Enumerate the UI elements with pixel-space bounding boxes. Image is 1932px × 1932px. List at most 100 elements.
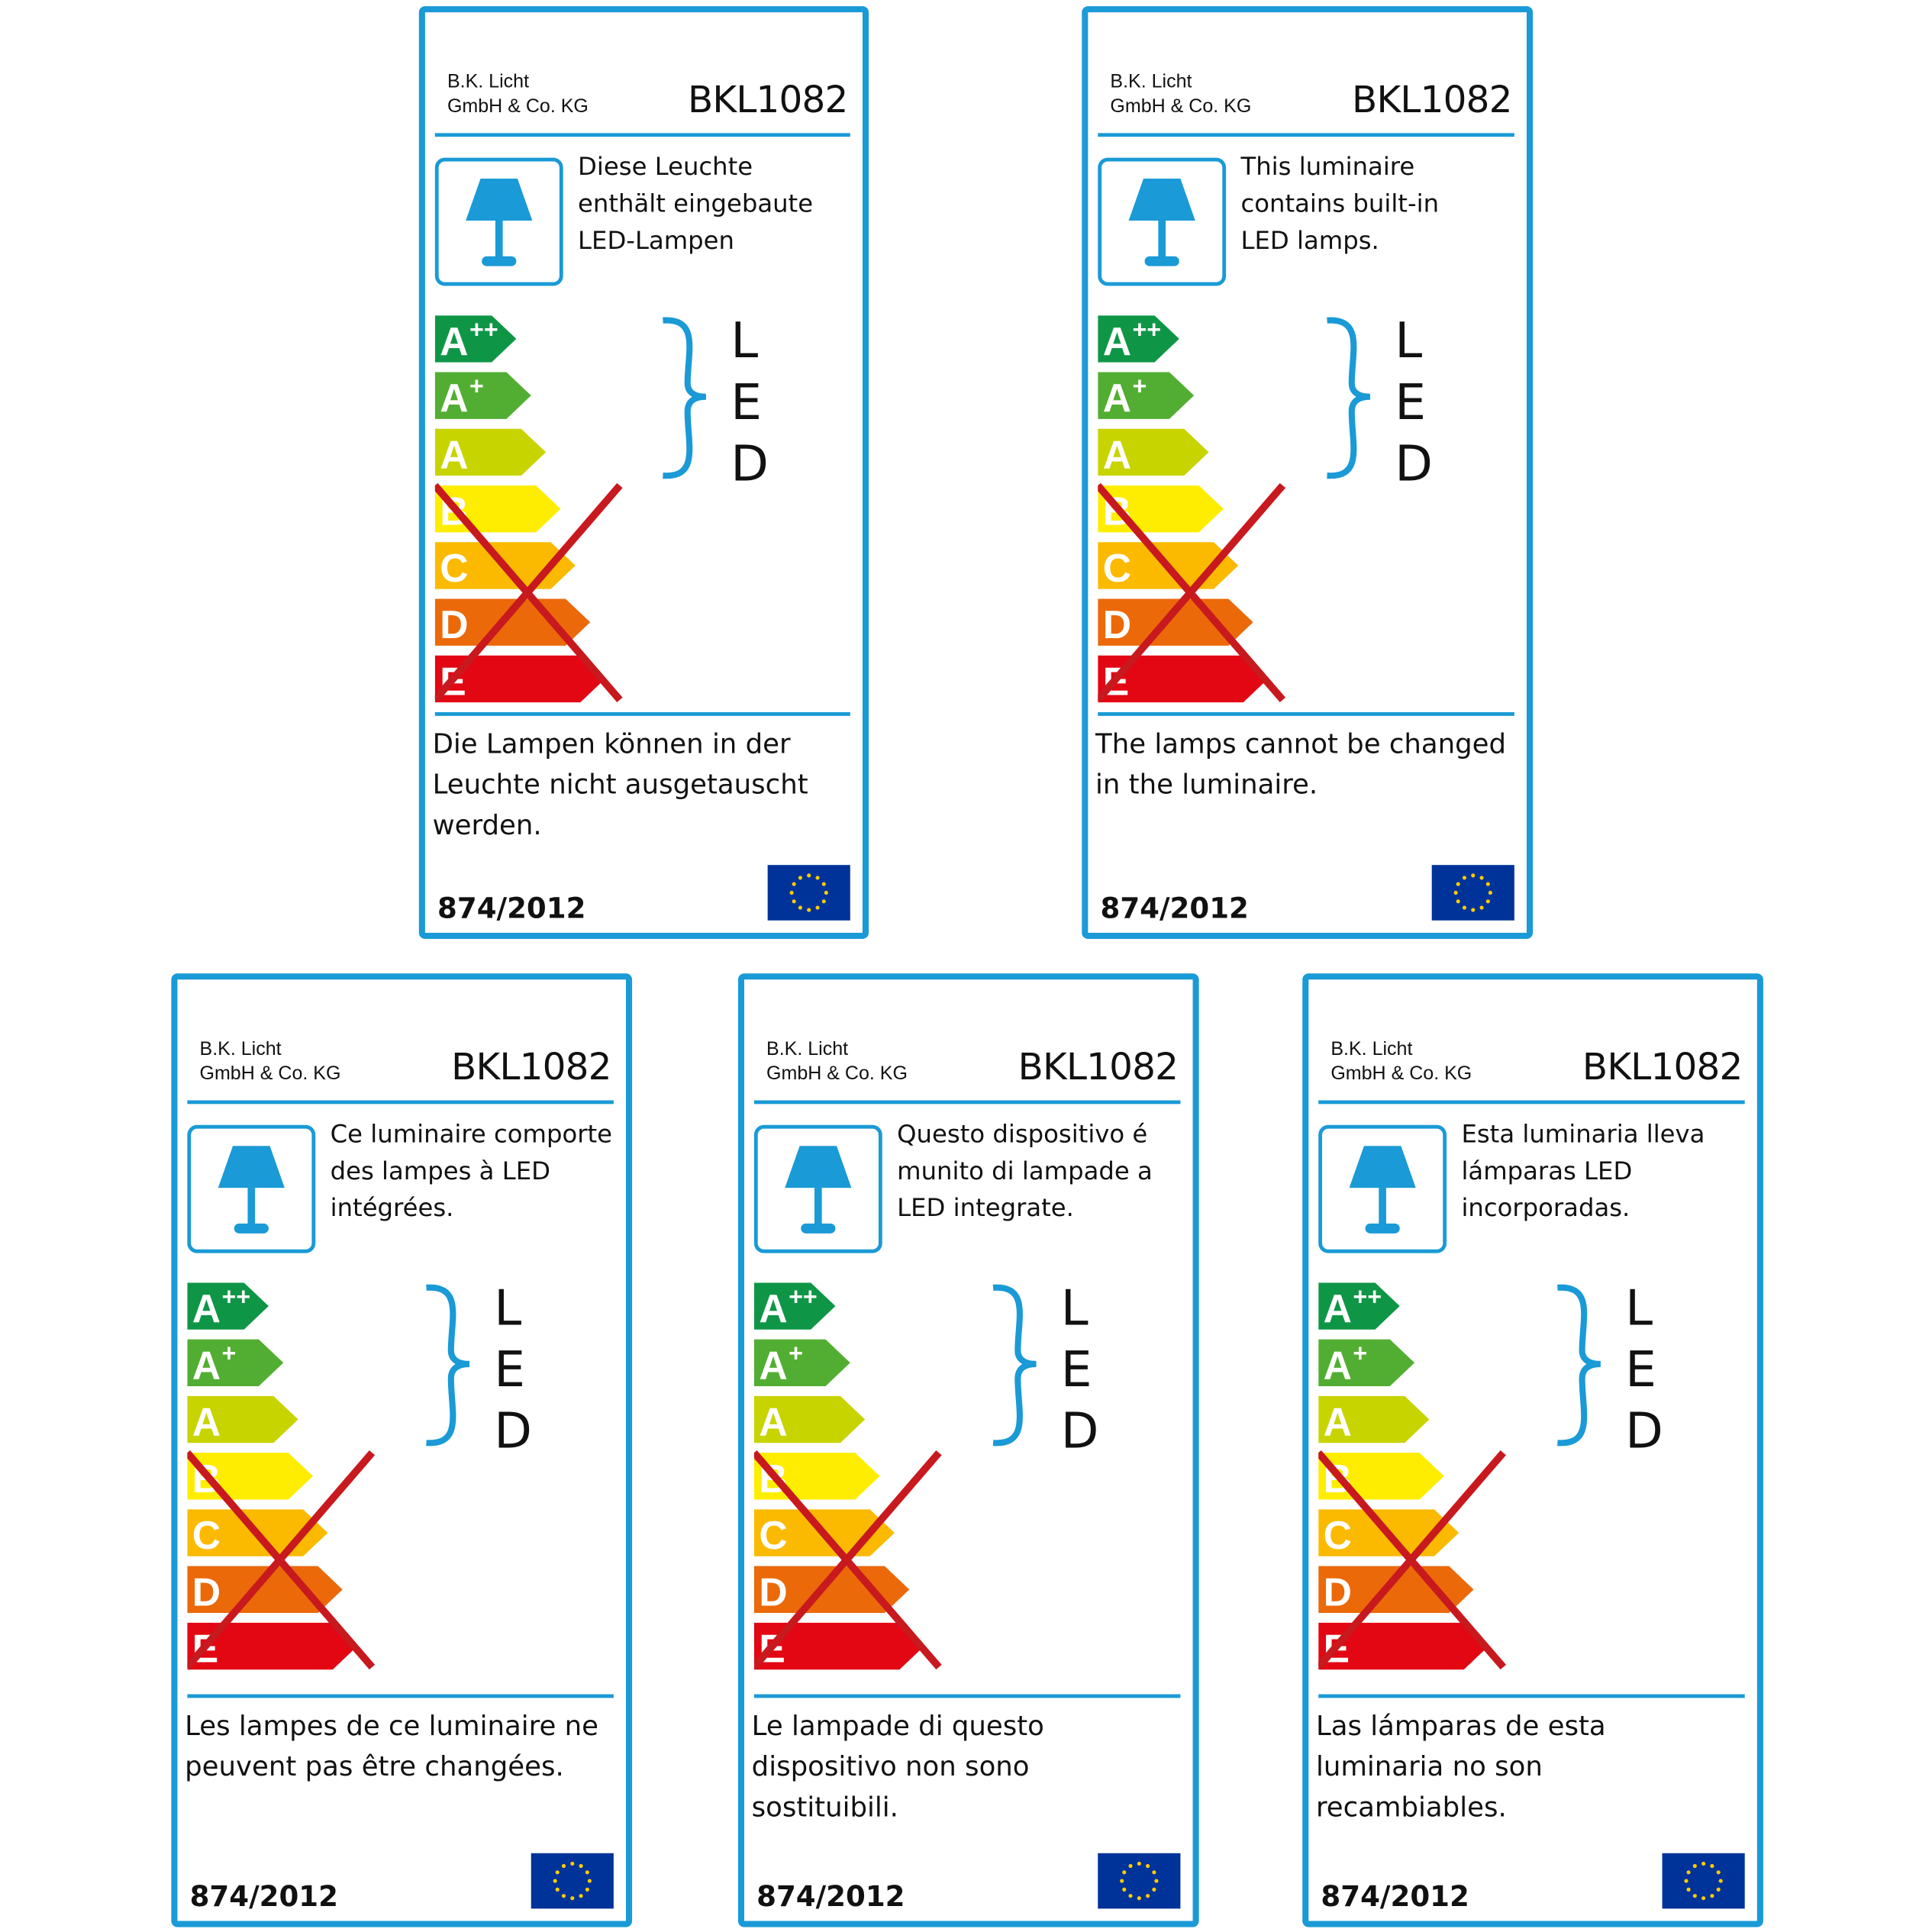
svg-text:+: + xyxy=(222,1340,237,1367)
svg-text:A: A xyxy=(192,1400,221,1444)
energy-class-aplus: A + xyxy=(753,1339,850,1387)
svg-text:D: D xyxy=(440,602,468,647)
lamp-icon-box xyxy=(1318,1124,1447,1253)
header-divider xyxy=(187,1100,614,1105)
energy-class-aplus: A + xyxy=(1098,372,1195,420)
lamp-icon xyxy=(1349,1146,1416,1234)
led-letter: L xyxy=(1625,1282,1653,1337)
energy-class-aplusplus: A ++ xyxy=(753,1282,836,1330)
led-letter: D xyxy=(731,436,769,493)
footer-divider xyxy=(753,1694,1181,1698)
footer-divider xyxy=(187,1694,614,1698)
eu-flag-icon xyxy=(1662,1853,1745,1909)
lamp-icon xyxy=(218,1146,285,1234)
led-letter: E xyxy=(1061,1341,1092,1398)
footer-divider xyxy=(434,712,850,716)
energy-label: B.K. Licht GmbH & Co. KG BKL1082 This lumi… xyxy=(1082,6,1534,940)
model-number: BKL1082 xyxy=(451,1046,611,1089)
svg-text:A: A xyxy=(1324,1400,1352,1444)
led-letter: L xyxy=(494,1282,521,1337)
energy-class-d: D xyxy=(1318,1566,1474,1614)
energy-class-d: D xyxy=(753,1566,910,1614)
energy-label: B.K. Licht GmbH & Co. KG BKL1082 Diese Leu… xyxy=(418,6,869,940)
brace-icon xyxy=(1557,1284,1601,1447)
header-divider xyxy=(1318,1100,1745,1105)
svg-text:C: C xyxy=(440,546,468,590)
energy-class-e: E xyxy=(434,655,605,703)
lamp-icon-box xyxy=(434,157,563,286)
eu-flag-icon xyxy=(1098,1853,1181,1909)
svg-text:A: A xyxy=(759,1286,787,1330)
brace-icon xyxy=(992,1284,1037,1447)
energy-class-aplusplus: A ++ xyxy=(187,1282,269,1330)
svg-text:D: D xyxy=(759,1569,787,1614)
svg-text:+: + xyxy=(1353,1340,1367,1367)
lamp-description: Diese Leuchte enthält eingebaute LED-Lam… xyxy=(578,151,814,256)
lamp-icon-box xyxy=(1098,157,1227,286)
led-letter: L xyxy=(1395,315,1422,369)
replaceability-note: Die Lampen können in der Leuchte nicht a… xyxy=(432,729,808,842)
svg-text:+: + xyxy=(1132,373,1147,400)
led-letter: L xyxy=(1061,1282,1089,1337)
energy-class-scale: A++A+ABCDELED xyxy=(434,315,769,703)
energy-class-a: A xyxy=(187,1395,298,1444)
energy-class-a: A xyxy=(1098,428,1209,476)
regulation-number: 874/2012 xyxy=(756,1881,905,1914)
energy-class-aplusplus: A ++ xyxy=(1098,315,1179,363)
svg-text:C: C xyxy=(1103,546,1131,590)
header-divider xyxy=(1098,133,1514,137)
lamp-icon xyxy=(466,179,533,266)
replaceability-note: Les lampes de ce luminaire ne peuvent pa… xyxy=(185,1711,598,1783)
energy-class-aplus: A + xyxy=(1318,1339,1415,1387)
crossed-out-classes-icon xyxy=(1098,482,1286,703)
crossed-out-classes-icon xyxy=(434,482,623,703)
replaceability-note: Las lámparas de esta luminaria no son re… xyxy=(1315,1711,1606,1824)
lamp-icon-box xyxy=(187,1124,316,1253)
crossed-out-classes-icon xyxy=(187,1450,376,1670)
footer-divider xyxy=(1318,1694,1745,1698)
brace-icon xyxy=(663,317,707,479)
led-letter: D xyxy=(1395,436,1433,493)
svg-text:++: ++ xyxy=(222,1282,251,1310)
brace-icon xyxy=(1327,317,1371,479)
led-letter: D xyxy=(1061,1403,1099,1460)
lamp-icon xyxy=(785,1146,852,1234)
energy-class-e: E xyxy=(1318,1622,1489,1671)
energy-class-d: D xyxy=(434,598,591,647)
crossed-out-classes-icon xyxy=(1318,1450,1506,1670)
energy-class-scale: A++A+ABCDELED xyxy=(1318,1282,1663,1671)
header-divider xyxy=(434,133,850,137)
eu-flag-icon xyxy=(1431,865,1514,921)
lamp-description: Questo dispositivo é munito di lampade a… xyxy=(897,1118,1153,1223)
energy-class-e: E xyxy=(1098,655,1269,703)
lamp-description: Esta luminaria lleva lámparas LED incorp… xyxy=(1461,1118,1705,1223)
energy-class-scale: A++A+ABCDELED xyxy=(753,1282,1099,1671)
energy-label: B.K. Licht GmbH & Co. KG BKL1082 Esta lumi… xyxy=(1302,973,1763,1927)
energy-class-e: E xyxy=(753,1622,924,1671)
svg-text:+: + xyxy=(469,373,484,400)
company-name: B.K. Licht GmbH & Co. KG xyxy=(766,1038,908,1085)
svg-text:D: D xyxy=(1324,1569,1352,1614)
svg-text:A: A xyxy=(192,1286,221,1330)
replaceability-note: Le lampade di questo dispositivo non son… xyxy=(751,1711,1044,1824)
eu-flag-icon xyxy=(531,1853,614,1909)
energy-class-a: A xyxy=(753,1395,866,1444)
svg-text:D: D xyxy=(1103,602,1131,647)
led-letter: D xyxy=(494,1403,532,1460)
led-letter: E xyxy=(731,374,762,431)
energy-class-d: D xyxy=(187,1566,343,1614)
lamp-icon-box xyxy=(753,1124,882,1253)
company-name: B.K. Licht GmbH & Co. KG xyxy=(1110,71,1252,118)
header-divider xyxy=(753,1100,1181,1105)
lamp-description: Ce luminaire comporte des lampes à LED i… xyxy=(330,1118,613,1223)
company-name: B.K. Licht GmbH & Co. KG xyxy=(1330,1038,1472,1085)
footer-divider xyxy=(1098,712,1514,716)
crossed-out-classes-icon xyxy=(753,1450,942,1670)
energy-label: B.K. Licht GmbH & Co. KG BKL1082 Questo di… xyxy=(737,973,1199,1927)
svg-text:A: A xyxy=(759,1343,787,1387)
model-number: BKL1082 xyxy=(1352,79,1512,122)
regulation-number: 874/2012 xyxy=(189,1881,338,1914)
svg-text:+: + xyxy=(789,1340,803,1367)
svg-text:++: ++ xyxy=(1132,315,1161,343)
